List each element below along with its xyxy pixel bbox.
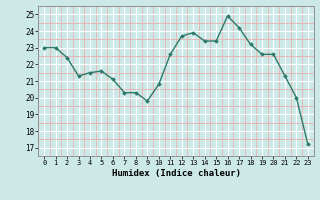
X-axis label: Humidex (Indice chaleur): Humidex (Indice chaleur) (111, 169, 241, 178)
